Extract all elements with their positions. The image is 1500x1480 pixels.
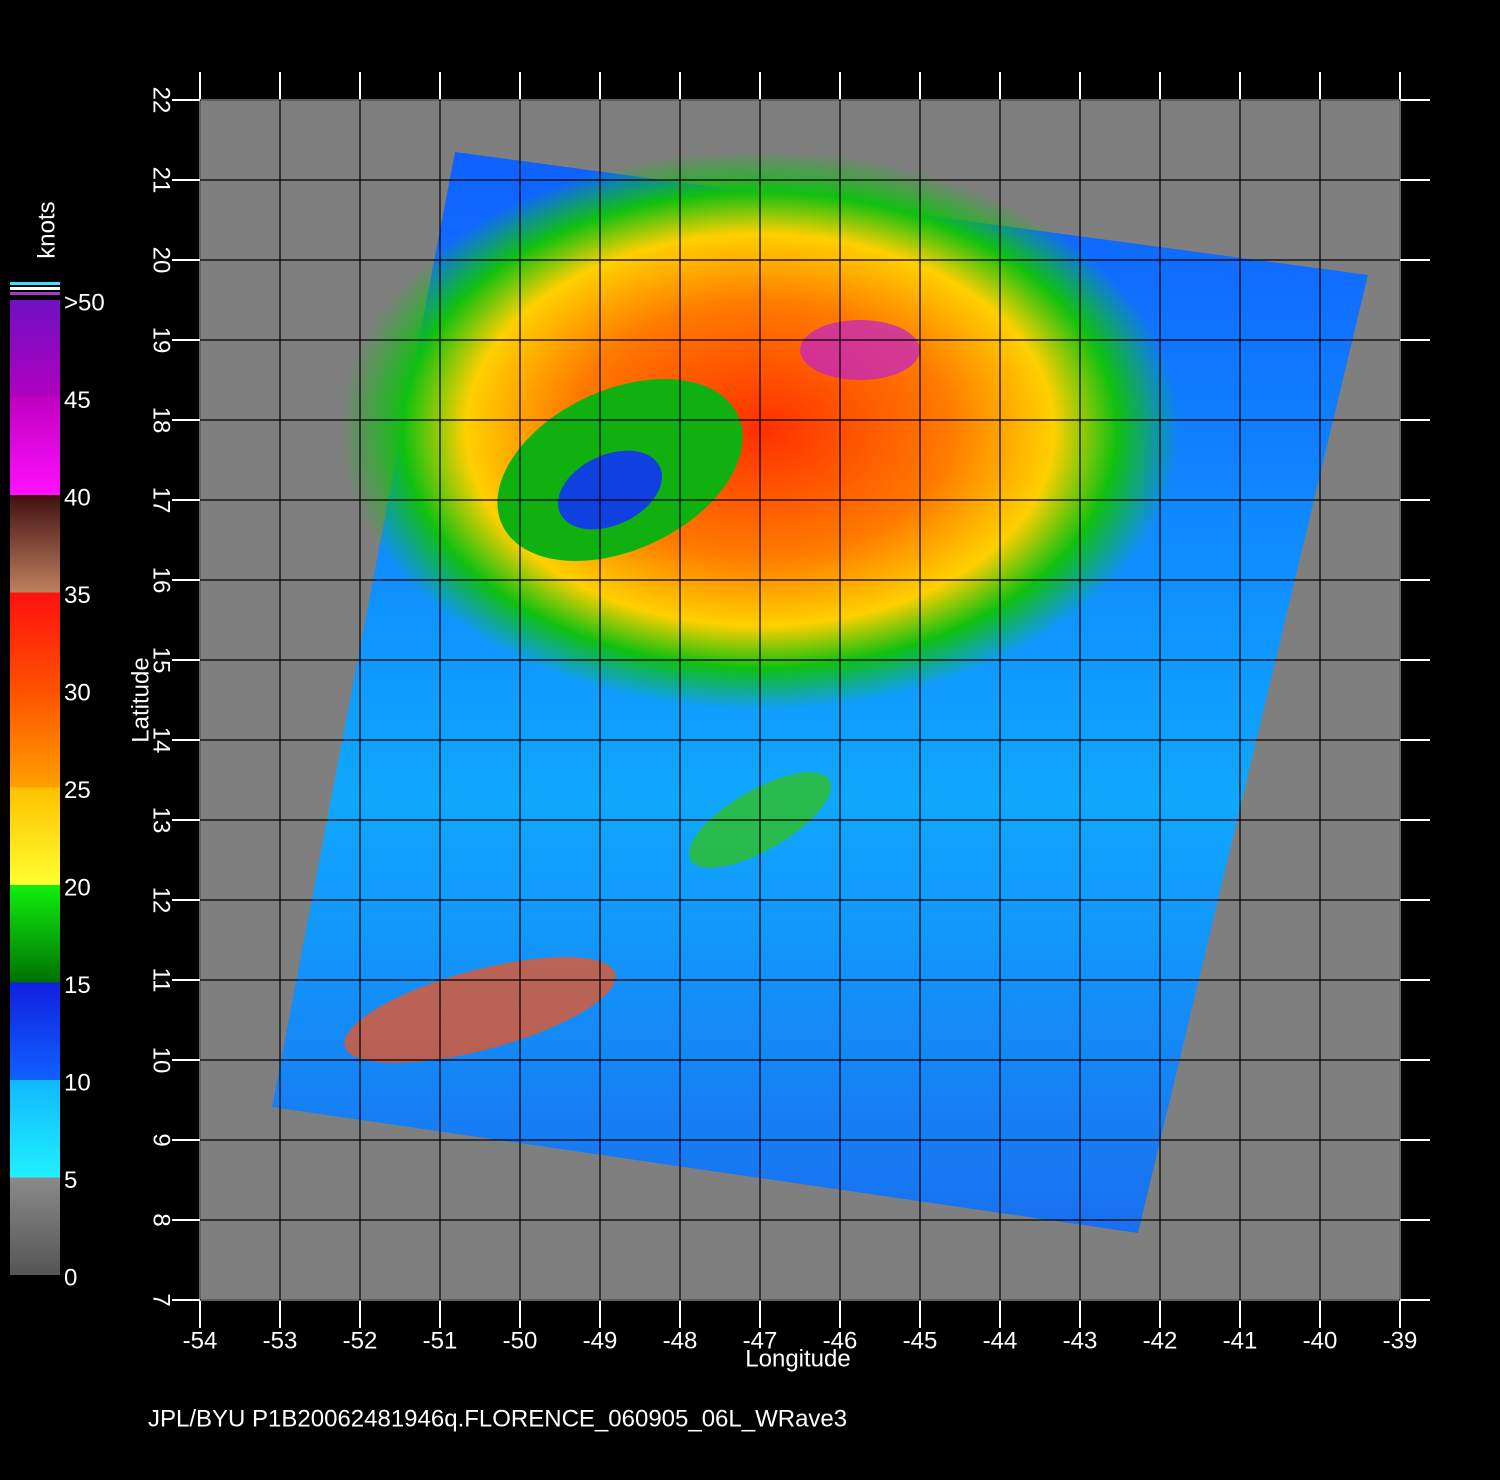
colorbar-segment [10, 495, 60, 593]
y-tick-label: 15 [148, 647, 175, 674]
colorbar-segment [10, 885, 60, 983]
max-winds [800, 320, 920, 380]
x-tick-label: -53 [263, 1327, 298, 1354]
colorbar-segment [10, 787, 60, 885]
colorbar-segment [10, 690, 60, 788]
x-tick-label: -52 [343, 1327, 378, 1354]
x-tick-label: -42 [1143, 1327, 1178, 1354]
x-tick-label: -39 [1383, 1327, 1418, 1354]
y-tick-label: 18 [148, 407, 175, 434]
y-tick-label: 20 [148, 247, 175, 274]
y-tick-label: 14 [148, 727, 175, 754]
y-tick-label: 11 [148, 968, 175, 993]
colorbar-segment [10, 397, 60, 495]
colorbar-tick-label: 30 [64, 679, 91, 706]
x-tick-label: -41 [1223, 1327, 1258, 1354]
rain-band [344, 957, 616, 1063]
footer: JPL/BYU P1B20062481946q.FLORENCE_060905_… [148, 1405, 847, 1432]
y-tick-label: 17 [148, 487, 175, 514]
colorbar-segment [10, 1080, 60, 1178]
y-tick-label: 21 [148, 167, 175, 194]
colorbar-segment [10, 300, 60, 398]
y-tick-label: 19 [148, 327, 175, 354]
eye [558, 450, 662, 530]
x-tick-label: -50 [503, 1327, 538, 1354]
x-tick-label: -49 [583, 1327, 618, 1354]
y-tick-label: 8 [148, 1213, 175, 1226]
colorbar-tick-label: >50 [64, 289, 105, 316]
y-tick-label: 13 [148, 807, 175, 834]
colorbar-tick-label: 0 [64, 1264, 77, 1291]
x-tick-label: -40 [1303, 1327, 1338, 1354]
y-tick-label: 12 [148, 887, 175, 914]
colorbar [10, 282, 60, 1275]
x-tick-label: -47 [743, 1327, 778, 1354]
x-tick-label: -44 [983, 1327, 1018, 1354]
y-tick-label: 9 [148, 1133, 175, 1146]
colorbar-tick-label: 20 [64, 874, 91, 901]
colorbar-segment [10, 592, 60, 690]
colorbar-tick-label: 15 [64, 972, 91, 999]
x-tick-label: -43 [1063, 1327, 1098, 1354]
x-tick-label: -48 [663, 1327, 698, 1354]
colorbar-segment [10, 1177, 60, 1275]
y-axis-label: Latitude [127, 657, 154, 742]
colorbar-cap [10, 282, 60, 285]
colorbar-tick-label: 40 [64, 484, 91, 511]
colorbar-segment [10, 982, 60, 1080]
colorbar-title: knots [33, 201, 60, 258]
colorbar-cap [10, 292, 60, 295]
x-tick-label: -46 [823, 1327, 858, 1354]
colorbar-cap [10, 287, 60, 290]
colorbar-tick-label: 35 [64, 582, 91, 609]
y-tick-label: 16 [148, 567, 175, 594]
y-tick-label: 10 [148, 1047, 175, 1074]
y-tick-label: 7 [148, 1293, 175, 1306]
x-axis-label: Longitude [745, 1345, 850, 1372]
colorbar-tick-label: 5 [64, 1167, 77, 1194]
colorbar-tick-label: 25 [64, 777, 91, 804]
colorbar-tick-label: 45 [64, 387, 91, 414]
x-tick-label: -45 [903, 1327, 938, 1354]
y-tick-label: 22 [148, 87, 175, 114]
x-tick-label: -51 [423, 1327, 458, 1354]
x-tick-label: -54 [183, 1327, 218, 1354]
colorbar-tick-label: 10 [64, 1069, 91, 1096]
